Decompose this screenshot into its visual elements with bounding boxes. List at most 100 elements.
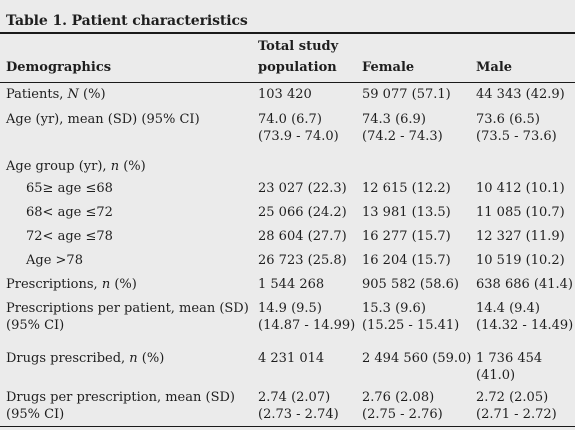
row-label: Age group (yr), n (%)	[0, 150, 258, 176]
table-row: Age >78 26 723 (25.8) 16 204 (15.7) 10 519 …	[0, 248, 575, 272]
cell-female: 13 981 (13.5)	[362, 200, 476, 224]
header-total-line1: Total study	[258, 39, 339, 54]
cell-female-ci: (74.2 - 74.3)	[362, 129, 443, 144]
row-label-text: 68< age ≤72	[26, 205, 113, 220]
cell-female-ci: (15.25 - 15.41)	[362, 318, 460, 333]
cell-total-value: 4 231 014	[258, 351, 325, 366]
cell-male-value: 638 686 (41.4)	[476, 277, 573, 292]
row-label-suffix: (%)	[110, 277, 137, 292]
cell-female-value: 16 277 (15.7)	[362, 229, 451, 244]
row-label: 68< age ≤72	[0, 200, 258, 224]
row-label: Age (yr), mean (SD) (95% CI)	[0, 106, 258, 150]
cell-female-value: 2.76 (2.08)	[362, 390, 435, 405]
bottom-rule	[0, 426, 575, 427]
header-total-line2: population	[258, 60, 337, 75]
cell-male: 2.72 (2.05) (2.71 - 2.72)	[476, 384, 575, 428]
row-label-line2: (95% CI)	[6, 318, 65, 333]
cell-total-value: 25 066 (24.2)	[258, 205, 347, 220]
row-label: 72< age ≤78	[0, 224, 258, 248]
cell-male-value: 10 519 (10.2)	[476, 253, 565, 268]
row-label: Prescriptions per patient, mean (SD) (95%…	[0, 298, 258, 342]
cell-total	[258, 150, 362, 176]
cell-female: 2.76 (2.08) (2.75 - 2.76)	[362, 384, 476, 428]
cell-male: 10 519 (10.2)	[476, 248, 575, 272]
row-label: Patients, N (%)	[0, 82, 258, 106]
row-label-text: Drugs prescribed,	[6, 351, 130, 366]
row-label-text: 65≥ age ≤68	[26, 181, 113, 196]
table-row: Age (yr), mean (SD) (95% CI) 74.0 (6.7) (7…	[0, 106, 575, 150]
cell-male-ci: (14.32 - 14.49)	[476, 318, 574, 333]
header-rule	[0, 82, 575, 83]
header-demographics: Demographics	[6, 60, 112, 75]
row-label-suffix: (%)	[137, 351, 165, 366]
cell-total-value: 14.9 (9.5)	[258, 301, 322, 316]
cell-female: 16 204 (15.7)	[362, 248, 476, 272]
table-row: 65≥ age ≤68 23 027 (22.3) 12 615 (12.2) 10 …	[0, 176, 575, 200]
cell-total-ci: (73.9 - 74.0)	[258, 129, 339, 144]
row-label-italic: n	[129, 351, 138, 366]
cell-female-value: 13 981 (13.5)	[362, 205, 451, 220]
row-label-italic: n	[101, 277, 111, 292]
row-label-italic: n	[110, 159, 120, 174]
cell-total: 2.74 (2.07) (2.73 - 2.74)	[258, 384, 362, 428]
row-label: Prescriptions, n (%)	[0, 272, 258, 298]
row-label-text: Prescriptions,	[6, 277, 102, 292]
header-female: Female	[362, 60, 415, 75]
row-label-text: Age group (yr),	[6, 159, 111, 174]
table-row: Prescriptions per patient, mean (SD) (95%…	[0, 298, 575, 342]
cell-male-value: 73.6 (6.5)	[476, 112, 540, 127]
row-label-italic: N	[67, 87, 79, 102]
cell-male: 12 327 (11.9)	[476, 224, 575, 248]
top-rule	[0, 32, 575, 34]
cell-total-value: 2.74 (2.07)	[258, 390, 331, 405]
row-label-text: Prescriptions per patient, mean (SD)	[6, 301, 249, 316]
cell-female-value: 74.3 (6.9)	[362, 112, 426, 127]
cell-male-value: 14.4 (9.4)	[476, 301, 540, 316]
cell-male: 10 412 (10.1)	[476, 176, 575, 200]
table-row: 72< age ≤78 28 604 (27.7) 16 277 (15.7) 12 …	[0, 224, 575, 248]
table-title: Table 1. Patient characteristics	[6, 13, 248, 29]
cell-male-value: 44 343 (42.9)	[476, 87, 565, 102]
cell-female	[362, 150, 476, 176]
row-label-text: Patients,	[6, 87, 68, 102]
cell-total-value: 103 420	[258, 87, 312, 102]
cell-total-ci: (14.87 - 14.99)	[258, 318, 356, 333]
row-label-suffix: (%)	[78, 87, 106, 102]
cell-total: 4 231 014	[258, 342, 362, 384]
row-label: 65≥ age ≤68	[0, 176, 258, 200]
cell-total: 23 027 (22.3)	[258, 176, 362, 200]
cell-male: 73.6 (6.5) (73.5 - 73.6)	[476, 106, 575, 150]
cell-male	[476, 150, 575, 176]
row-label: Age >78	[0, 248, 258, 272]
cell-female: 2 494 560 (59.0)	[362, 342, 476, 384]
cell-total: 103 420	[258, 82, 362, 106]
cell-female-value: 2 494 560 (59.0)	[362, 351, 472, 366]
cell-female-value: 59 077 (57.1)	[362, 87, 451, 102]
table-row: Prescriptions, n (%) 1 544 268 905 582 (58…	[0, 272, 575, 298]
cell-female: 905 582 (58.6)	[362, 272, 476, 298]
row-label-line2: (95% CI)	[6, 407, 65, 422]
row-label: Drugs per prescription, mean (SD) (95% CI…	[0, 384, 258, 428]
cell-male-ci: (73.5 - 73.6)	[476, 129, 557, 144]
cell-total: 74.0 (6.7) (73.9 - 74.0)	[258, 106, 362, 150]
cell-female-value: 16 204 (15.7)	[362, 253, 451, 268]
cell-total: 1 544 268	[258, 272, 362, 298]
row-label-text: Age (yr), mean (SD) (95% CI)	[6, 112, 200, 127]
cell-male-value: 10 412 (10.1)	[476, 181, 565, 196]
cell-female-ci: (2.75 - 2.76)	[362, 407, 443, 422]
cell-female-value: 905 582 (58.6)	[362, 277, 459, 292]
cell-female: 16 277 (15.7)	[362, 224, 476, 248]
table-body: Patients, N (%) 103 420 59 077 (57.1) 44 34…	[0, 82, 575, 428]
row-label: Drugs prescribed, n (%)	[0, 342, 258, 384]
row-label-suffix: (%)	[119, 159, 146, 174]
patient-characteristics-table: Total study Demographics population Fema…	[0, 36, 575, 428]
cell-female: 15.3 (9.6) (15.25 - 15.41)	[362, 298, 476, 342]
cell-total-value: 74.0 (6.7)	[258, 112, 322, 127]
cell-female: 59 077 (57.1)	[362, 82, 476, 106]
cell-female: 12 615 (12.2)	[362, 176, 476, 200]
table-row: 68< age ≤72 25 066 (24.2) 13 981 (13.5) 11 …	[0, 200, 575, 224]
cell-total-ci: (2.73 - 2.74)	[258, 407, 339, 422]
cell-female: 74.3 (6.9) (74.2 - 74.3)	[362, 106, 476, 150]
table-row: Patients, N (%) 103 420 59 077 (57.1) 44 34…	[0, 82, 575, 106]
cell-total-value: 28 604 (27.7)	[258, 229, 347, 244]
